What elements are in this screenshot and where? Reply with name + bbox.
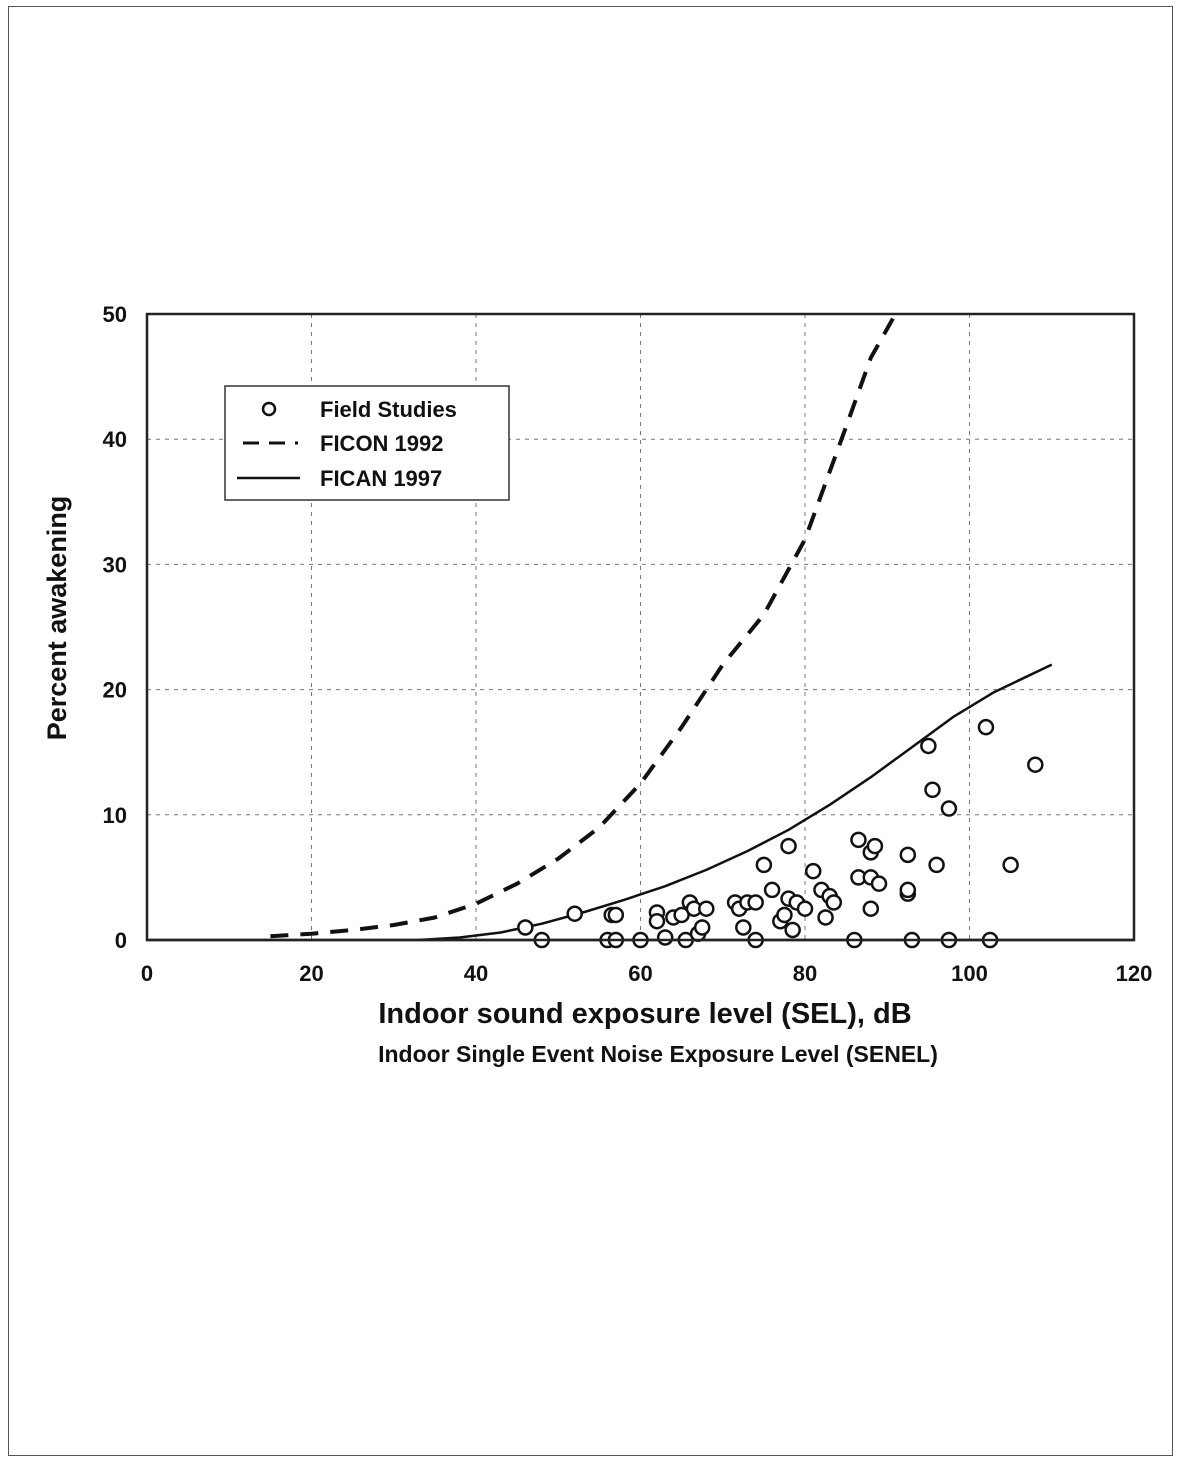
plot-frame <box>145 312 1136 942</box>
data-point-field-studies <box>866 837 884 855</box>
data-point-field-studies <box>784 921 801 939</box>
data-point-field-studies <box>817 909 834 926</box>
legend: Field Studies FICON 1992 FICAN 1997 <box>224 385 510 501</box>
data-point-field-studies <box>899 846 917 864</box>
legend-label-field-studies: Field Studies <box>320 397 457 422</box>
data-point-field-studies <box>804 862 822 880</box>
data-point-field-studies <box>1027 756 1044 773</box>
tick-label-layer: 0 20 40 60 80 100 120 0 10 20 30 40 50 <box>103 302 1153 986</box>
y-tick-label: 50 <box>103 302 127 327</box>
x-axis-sublabel: Indoor Single Event Noise Exposure Level… <box>378 1041 938 1067</box>
data-point-field-studies <box>870 875 888 892</box>
page-frame <box>8 6 1173 1456</box>
y-tick-label: 0 <box>115 928 127 953</box>
x-tick-label: 60 <box>628 961 652 986</box>
y-tick-label: 10 <box>103 803 127 828</box>
data-point-field-studies <box>780 837 797 855</box>
data-point-field-studies <box>928 856 945 874</box>
data-point-field-studies <box>796 900 814 917</box>
data-point-field-studies <box>862 900 880 917</box>
data-point-field-studies <box>850 831 867 849</box>
x-tick-label: 80 <box>793 961 817 986</box>
legend-label-fican-1997: FICAN 1997 <box>320 466 442 491</box>
data-point-field-studies <box>940 800 958 817</box>
data-point-field-studies <box>977 718 995 736</box>
data-point-field-studies <box>648 912 666 930</box>
legend-marker-field-studies <box>261 401 277 417</box>
data-point-field-studies <box>763 881 781 899</box>
data-point-field-studies <box>899 881 917 899</box>
legend-label-ficon-1992: FICON 1992 <box>320 431 444 456</box>
y-axis-label: Percent awakening <box>42 496 72 741</box>
x-tick-label: 100 <box>951 961 988 986</box>
data-point-field-studies <box>776 906 793 924</box>
data-point-field-studies <box>755 856 773 874</box>
y-tick-label: 30 <box>103 552 127 577</box>
data-point-field-studies <box>747 894 764 911</box>
x-tick-label: 20 <box>299 961 323 986</box>
y-tick-label: 20 <box>103 678 127 703</box>
data-point-field-studies <box>517 919 534 936</box>
x-tick-label: 40 <box>464 961 488 986</box>
data-point-field-studies <box>825 894 843 911</box>
x-axis-label: Indoor sound exposure level (SEL), dB <box>378 998 911 1030</box>
data-point-field-studies <box>693 919 711 936</box>
data-point-field-studies <box>698 900 715 917</box>
x-tick-label: 0 <box>141 961 153 986</box>
data-point-field-studies <box>1002 856 1019 874</box>
x-tick-label: 120 <box>1116 961 1153 986</box>
y-tick-label: 40 <box>103 427 127 452</box>
data-point-field-studies <box>924 781 941 799</box>
data-point-field-studies <box>656 929 674 946</box>
data-point-field-studies <box>735 919 752 936</box>
data-point-field-studies <box>920 737 937 755</box>
data-point-field-studies <box>607 906 625 924</box>
data-point-field-studies <box>566 905 583 922</box>
